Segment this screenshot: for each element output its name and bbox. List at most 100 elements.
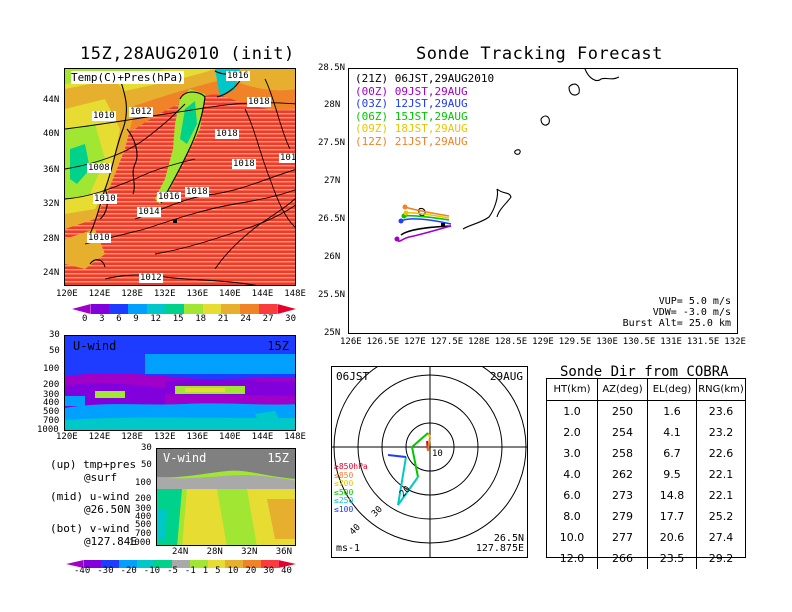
table-cell: 3.0 — [563, 447, 581, 460]
lat-tick: 40N — [43, 129, 60, 139]
colorbar-swatch — [202, 304, 222, 314]
column-header: RNG(km) — [696, 379, 745, 401]
column-header: EL(deg) — [647, 379, 697, 401]
table-cell: 254 — [597, 422, 648, 443]
lat-tick: 25.5N — [318, 290, 346, 300]
lon-tick: 128.5E — [494, 337, 528, 347]
table-cell: 1.6 — [647, 400, 697, 422]
lon-tick: 132E — [153, 432, 176, 442]
isobar-label: 1014 — [137, 207, 161, 217]
pressure-tick: 200 — [43, 380, 60, 390]
legend-entry: (12Z) 21JST,29AUG — [355, 134, 468, 148]
lon-tick: 120E — [56, 289, 78, 299]
direction-table: HT(km) AZ(deg) EL(deg) RNG(km) 1.0 250 1.6… — [547, 379, 745, 569]
table-cell: 6.7 — [647, 443, 697, 464]
temperature-colorbar-labels: 0 3 6 9 12 15 18 21 24 27 30 — [82, 314, 296, 324]
table-row: 3.0 258 6.7 22.6 — [547, 443, 745, 464]
lat-tick: 24N — [43, 268, 60, 278]
isobar-label: 1010 — [92, 111, 116, 121]
pressure-tick: 50 — [49, 346, 60, 356]
lat-tick: 44N — [43, 95, 60, 105]
table-row: 4.0 262 9.5 22.1 — [547, 464, 745, 485]
colorbar-label: -5 — [167, 566, 178, 576]
lat-tick: 32N — [43, 199, 60, 209]
colorbar-swatch — [101, 560, 120, 568]
lat-tick: 25N — [324, 328, 341, 338]
colorbar-label: 15 — [172, 314, 184, 324]
pressure-tick: 30 — [49, 330, 60, 340]
legend-entry: (21Z) 06JST,29AUG2010 — [355, 72, 495, 85]
lon-tick: 148E — [284, 432, 306, 442]
isobar-label: 1018 — [247, 97, 271, 107]
table-cell: 9.5 — [647, 464, 697, 485]
u-wind-time: 15Z — [267, 339, 289, 353]
pressure-tick: 700 — [43, 416, 60, 426]
pressure-tick: 300 — [135, 504, 152, 514]
table-cell: 8.0 — [563, 510, 581, 523]
legend-entry: (00Z) 09JST,29AUG — [355, 84, 468, 98]
colorbar-label: 30 — [263, 566, 275, 576]
lat-tick: 32N — [241, 547, 258, 557]
legend-entry: (03Z) 12JST,29AUG — [355, 97, 468, 110]
colorbar-swatch — [146, 304, 166, 314]
colorbar-label: -10 — [143, 566, 161, 576]
table-title: Sonde Dir from COBRA — [560, 364, 729, 380]
lon-tick: 129.5E — [558, 337, 592, 347]
table-cell: 23.5 — [647, 548, 697, 569]
colorbar-swatch — [154, 560, 173, 568]
temp-map-label: Temp(C)+Pres(hPa) — [71, 71, 184, 84]
u-wind-label: U-wind — [73, 339, 117, 353]
colorbar-label: -20 — [120, 566, 137, 576]
colorbar-swatch — [83, 560, 102, 568]
u-wind-plot — [65, 336, 295, 430]
table-cell: 22.1 — [696, 464, 745, 485]
polar-hodograph: 06JST 29AUG 10 20 30 40 ≥850hPa ≤850 ≤70… — [331, 366, 528, 558]
colorbar-swatch — [277, 304, 297, 314]
colorbar-swatch — [260, 560, 279, 568]
table-cell: 250 — [597, 400, 648, 422]
lon-tick: 132E — [724, 337, 746, 347]
lat-tick: 24N — [172, 547, 189, 557]
lon-tick: 126.5E — [366, 337, 400, 347]
isobar-label: 1018 — [185, 187, 209, 197]
level-legend: ≥850hPa ≤850 ≤700 ≤500 ≤250 ≤100 — [334, 462, 368, 514]
colorbar-swatch — [225, 560, 243, 568]
sonde-direction-table: HT(km) AZ(deg) EL(deg) RNG(km) 1.0 250 1.6… — [546, 378, 746, 569]
colorbar-swatch — [128, 304, 147, 314]
table-cell: 22.1 — [696, 485, 745, 506]
pressure-tick: 30 — [141, 443, 152, 453]
polar-time: 06JST — [336, 370, 370, 383]
isobar-label: 1010 — [93, 194, 117, 204]
pressure-tick: 400 — [43, 398, 60, 408]
colorbar-swatch — [278, 560, 296, 568]
table-row: 6.0 273 14.8 22.1 — [547, 485, 745, 506]
table-cell: 2.0 — [563, 426, 581, 439]
map-title: 15Z,28AUG2010 (init) — [80, 44, 295, 64]
lat-tick: 27N — [324, 176, 341, 186]
table-row: 10.0 277 20.6 27.4 — [547, 527, 745, 548]
lon-tick: 124E — [88, 289, 111, 299]
launch-params: VUP= 5.0 m/s VDW= -3.0 m/s Burst Alt= 25… — [623, 296, 731, 329]
lat-tick: 28.5N — [318, 63, 346, 73]
lon-tick: 128E — [121, 289, 143, 299]
lon-tick: 148E — [284, 289, 306, 299]
lon-tick: 128E — [121, 432, 143, 442]
colorbar-label: 21 — [217, 314, 229, 324]
v-wind-plot — [157, 449, 295, 545]
burst-text: Burst Alt= 25.0 km — [622, 318, 731, 329]
lat-tick: 28N — [43, 234, 60, 244]
table-cell: 14.8 — [647, 485, 697, 506]
lon-tick: 131.5E — [686, 337, 720, 347]
table-cell: 1.0 — [563, 405, 581, 418]
table-cell: 29.2 — [696, 548, 745, 569]
lon-tick: 120E — [56, 432, 78, 442]
lon-tick: 124E — [88, 432, 111, 442]
column-header: AZ(deg) — [597, 379, 648, 401]
colorbar-swatch — [172, 560, 190, 568]
pressure-tick: 100 — [43, 364, 60, 374]
colorbar-label: 18 — [195, 314, 207, 324]
v-wind-lat-ticks: 24N 28N 32N 36N — [172, 547, 292, 557]
v-wind-panel: V-wind 15Z — [156, 448, 296, 546]
isobar-label: 1016 — [157, 192, 181, 202]
lon-tick: 128E — [468, 337, 490, 347]
